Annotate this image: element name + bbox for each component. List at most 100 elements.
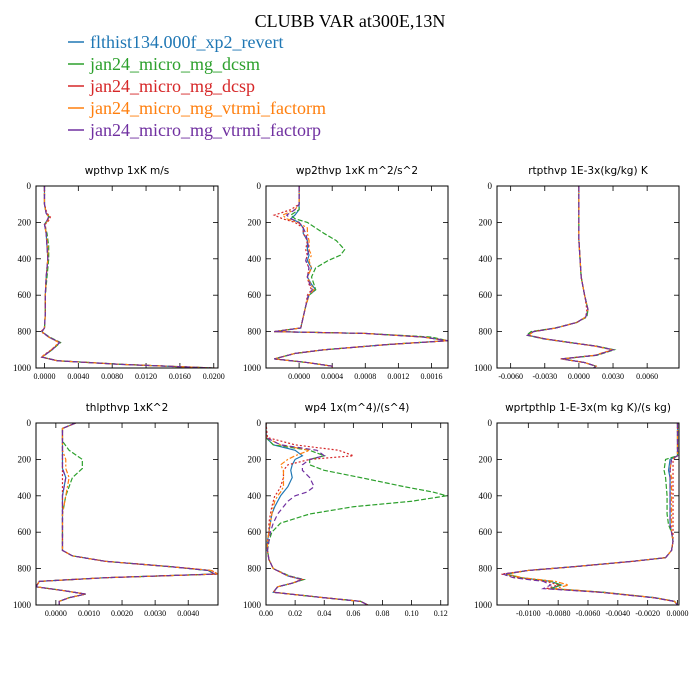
x-tick-label: 0.0040 <box>67 372 89 381</box>
panel-title: wp4 1x(m^4)/(s^4) <box>305 402 410 414</box>
series-line-1 <box>525 186 617 368</box>
y-tick-label: 600 <box>479 527 493 537</box>
y-tick-label: 200 <box>18 454 32 464</box>
panel-thlpthvp: thlpthvp 1xK^2 0 200 400 600 800 1000 0.0000 0.0… <box>13 402 219 618</box>
y-tick-label: 600 <box>479 290 493 300</box>
x-tick-label: 0.0060 <box>636 372 658 381</box>
panel-frame <box>265 422 449 606</box>
series-line-4 <box>526 186 616 368</box>
y-tick-label: 1000 <box>474 363 493 373</box>
y-tick-label: 0 <box>27 418 32 428</box>
x-tick-label: 0.0030 <box>602 372 624 381</box>
series-line-2 <box>526 186 616 368</box>
legend-label-1: jan24_micro_mg_dcsm <box>89 54 260 74</box>
x-tick-label: 0.0000 <box>45 609 67 618</box>
x-tick-label: 0.04 <box>317 609 331 618</box>
series-line-4 <box>36 423 217 605</box>
y-tick-label: 200 <box>479 217 493 227</box>
panel-wprtpthlp: wprtpthlp 1-E-3x(m kg K)/(s kg) 0 200 400 60… <box>474 402 689 618</box>
series-line-1 <box>40 186 213 368</box>
y-tick-label: 400 <box>479 254 493 264</box>
series-line-2 <box>272 186 448 368</box>
y-tick-label: 0 <box>488 181 493 191</box>
x-tick-label: 0.12 <box>434 609 448 618</box>
y-tick-label: 0 <box>257 418 262 428</box>
x-tick-label: -0.0060 <box>498 372 523 381</box>
y-tick-label: 0 <box>257 181 262 191</box>
panel-title: wprtpthlp 1-E-3x(m kg K)/(s kg) <box>505 402 671 414</box>
legend: flthist134.000f_xp2_revert jan24_micro_m… <box>68 32 326 140</box>
y-tick-label: 600 <box>248 527 262 537</box>
x-tick-label: 0.0016 <box>420 372 442 381</box>
x-tick-label: -0.0060 <box>576 609 601 618</box>
y-tick-label: 800 <box>248 564 262 574</box>
series-line-2 <box>36 423 218 605</box>
y-tick-label: 800 <box>248 327 262 337</box>
series-line-4 <box>266 423 369 605</box>
x-tick-label: 0.06 <box>346 609 360 618</box>
x-tick-label: 0.0000 <box>568 372 590 381</box>
x-tick-label: 0.0030 <box>144 609 166 618</box>
x-tick-label: 0.0200 <box>203 372 225 381</box>
y-tick-label: 200 <box>18 217 32 227</box>
series-line-0 <box>526 186 616 368</box>
series-line-0 <box>274 186 448 368</box>
y-tick-label: 600 <box>18 290 32 300</box>
series-line-3 <box>274 186 448 368</box>
y-tick-label: 1000 <box>13 600 32 610</box>
y-tick-label: 0 <box>488 418 493 428</box>
y-tick-label: 200 <box>248 454 262 464</box>
series-line-3 <box>266 423 369 605</box>
series-line-1 <box>505 423 679 605</box>
series-line-3 <box>527 186 615 368</box>
series-group <box>36 423 218 605</box>
series-line-1 <box>274 186 448 368</box>
panel-frame <box>35 422 219 606</box>
x-tick-label: 0.0000 <box>667 609 689 618</box>
y-tick-label: 1000 <box>474 600 493 610</box>
panel-title: wpthvp 1xK m/s <box>85 165 170 177</box>
panel-frame <box>35 185 219 369</box>
y-tick-label: 400 <box>18 254 32 264</box>
y-tick-label: 800 <box>18 327 32 337</box>
panel-frame <box>496 185 680 369</box>
panel-title: rtpthvp 1E-3x(kg/kg) K <box>528 165 649 177</box>
x-tick-label: 0.0008 <box>354 372 376 381</box>
x-tick-label: 0.0010 <box>78 609 100 618</box>
y-tick-label: 800 <box>18 564 32 574</box>
series-line-2 <box>39 186 215 368</box>
legend-label-4: jan24_micro_mg_vtrmi_factorp <box>89 120 321 140</box>
y-tick-label: 200 <box>479 454 493 464</box>
x-tick-label: 0.0020 <box>111 609 133 618</box>
panel-rtpthvp: rtpthvp 1E-3x(kg/kg) K02004006008001000-… <box>474 165 680 381</box>
x-tick-label: -0.0100 <box>516 609 541 618</box>
x-tick-label: 0.0080 <box>101 372 123 381</box>
series-line-3 <box>36 423 218 605</box>
y-tick-label: 1000 <box>243 363 262 373</box>
x-tick-label: -0.0040 <box>606 609 631 618</box>
series-line-4 <box>40 186 213 368</box>
series-group <box>525 186 617 368</box>
panel-title: wp2thvp 1xK m^2/s^2 <box>296 165 418 177</box>
y-tick-label: 0 <box>27 181 32 191</box>
series-group <box>501 423 679 605</box>
series-line-4 <box>502 423 679 605</box>
series-group <box>39 186 215 368</box>
x-tick-label: 0.0040 <box>177 609 199 618</box>
x-tick-label: 0.0160 <box>169 372 191 381</box>
series-line-4 <box>274 186 448 368</box>
series-line-2 <box>501 423 679 605</box>
y-tick-label: 400 <box>479 491 493 501</box>
series-line-3 <box>507 423 679 605</box>
series-line-0 <box>505 423 679 605</box>
panel-frame <box>496 422 680 606</box>
y-tick-label: 800 <box>479 564 493 574</box>
series-group <box>272 186 448 368</box>
series-line-3 <box>40 186 213 368</box>
x-tick-label: 0.00 <box>259 609 273 618</box>
x-tick-label: 0.0012 <box>387 372 409 381</box>
series-line-0 <box>40 186 213 368</box>
